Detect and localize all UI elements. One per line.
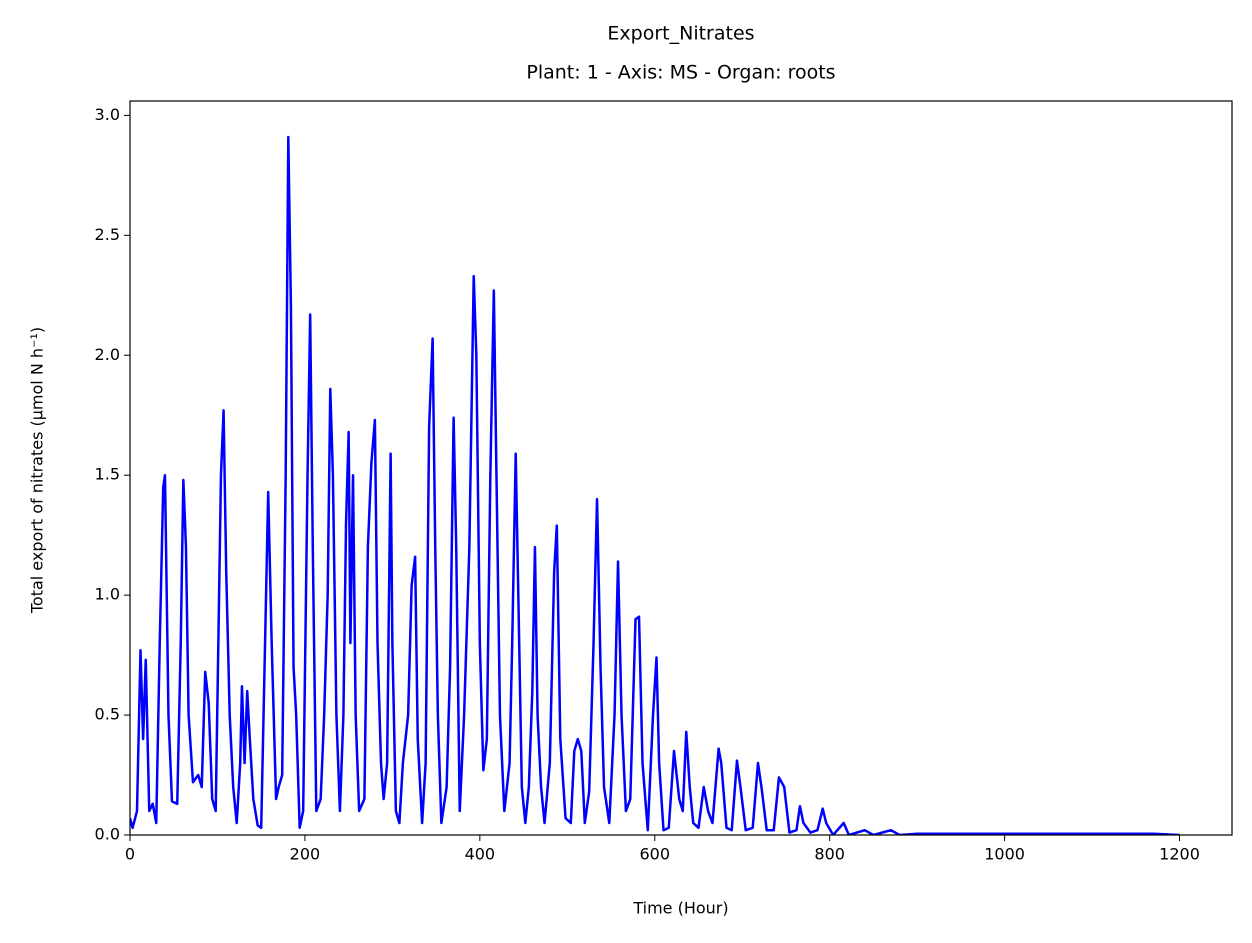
y-tick-label: 0.5 bbox=[95, 705, 120, 724]
y-tick-label: 2.5 bbox=[95, 225, 120, 244]
plot-frame bbox=[129, 100, 1233, 836]
data-line bbox=[130, 135, 1180, 835]
y-tick-label: 3.0 bbox=[95, 105, 120, 124]
y-tick-label: 1.0 bbox=[95, 585, 120, 604]
y-axis-label: Total export of nitrates (µmol N h⁻¹) bbox=[28, 327, 47, 614]
y-tick-label: 2.0 bbox=[95, 345, 120, 364]
x-tick-label: 1000 bbox=[984, 845, 1025, 864]
x-tick-label: 800 bbox=[814, 845, 845, 864]
x-tick-label: 200 bbox=[290, 845, 321, 864]
x-tick-label: 0 bbox=[125, 845, 135, 864]
x-tick-label: 600 bbox=[639, 845, 670, 864]
x-tick-label: 1200 bbox=[1159, 845, 1200, 864]
x-tick-label: 400 bbox=[465, 845, 496, 864]
y-tick-label: 0.0 bbox=[95, 825, 120, 844]
chart-subtitle: Plant: 1 - Axis: MS - Organ: roots bbox=[526, 62, 835, 84]
x-axis-label: Time (Hour) bbox=[632, 899, 728, 918]
y-tick-label: 1.5 bbox=[95, 465, 120, 484]
chart-title: Export_Nitrates bbox=[607, 23, 754, 45]
